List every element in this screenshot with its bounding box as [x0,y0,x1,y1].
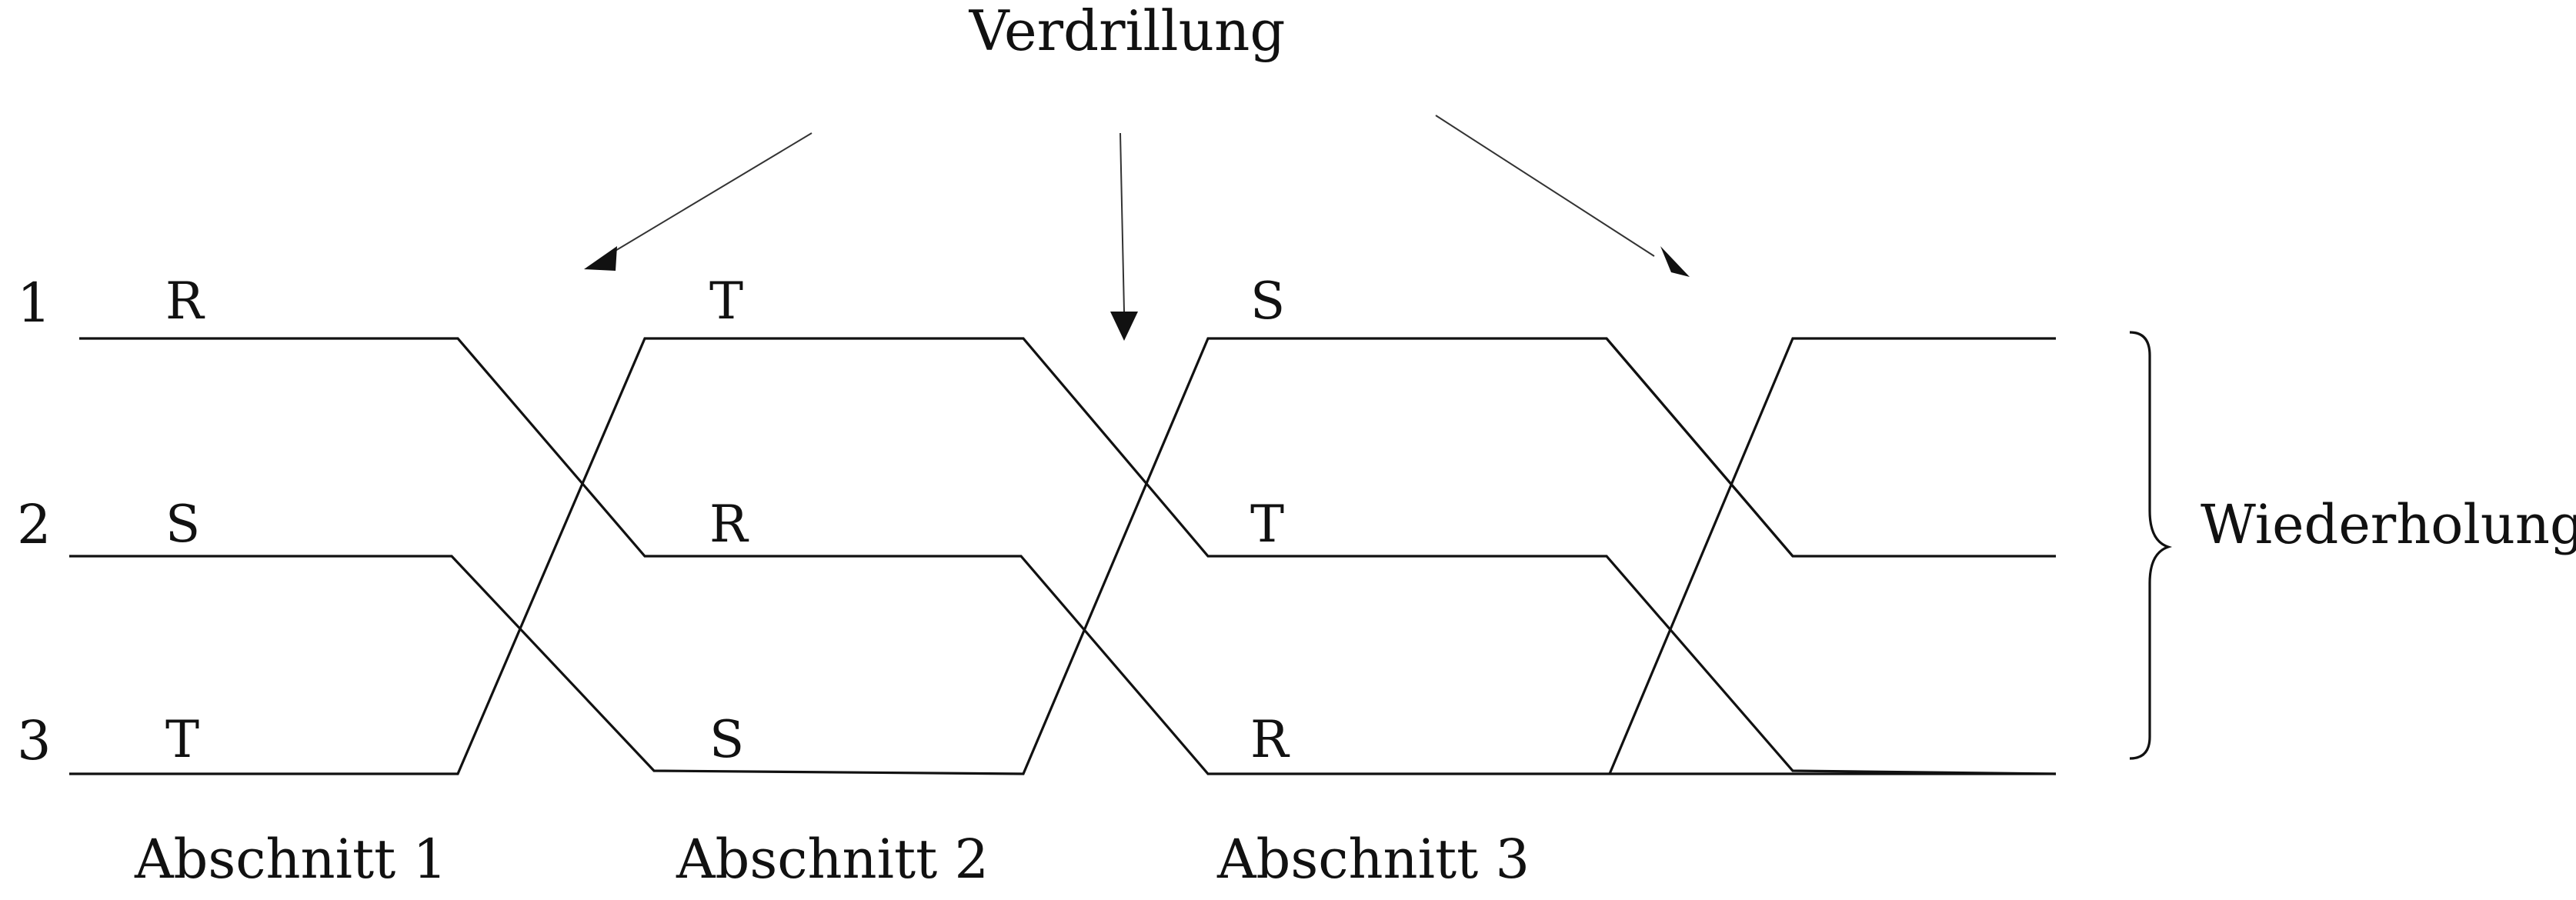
section-1-phases: R S T [165,272,205,769]
phase-label: T [709,272,743,331]
arrow-1-head [584,246,617,271]
conductor-number-2: 2 [17,493,52,556]
section-2-phases: T R S [709,272,749,769]
diagram-title: Verdrillung [969,0,1286,63]
phase-label: S [1250,272,1285,331]
section-label-2: Abschnitt 2 [676,828,989,891]
section-label-1: Abschnitt 1 [134,828,447,891]
phase-label: T [1250,495,1284,554]
conductor-number-3: 3 [17,709,52,772]
section-3-phases: S T R [1250,272,1290,769]
section-label-3: Abschnitt 3 [1216,828,1530,891]
phase-label: R [1250,710,1290,769]
arrow-1-line [602,132,813,259]
wire-path-b [69,337,2056,775]
repetition-label: Wiederholung [2201,493,2576,556]
arrow-3-line [1435,115,1655,257]
wire-path-d [1608,337,2056,775]
phase-label: S [165,495,200,554]
repetition-brace [2129,331,2173,760]
phase-label: S [709,710,744,769]
conductor-number-1: 1 [17,272,52,335]
transposition-arrows [584,115,1690,341]
conductor-wires [69,337,2057,775]
phase-label: R [709,495,749,554]
wire-path-e [1605,337,1794,558]
section-labels: Abschnitt 1 Abschnitt 2 Abschnitt 3 [134,828,1530,891]
wire-path-a [79,337,2056,775]
arrow-3-head [1660,246,1690,277]
conductor-numbers: 1 2 3 [17,272,52,772]
arrow-2-head [1110,312,1138,341]
wire-path-c [69,337,2057,775]
phase-label: T [165,710,199,769]
arrow-2-line [1119,132,1125,312]
phase-label: R [165,272,205,331]
